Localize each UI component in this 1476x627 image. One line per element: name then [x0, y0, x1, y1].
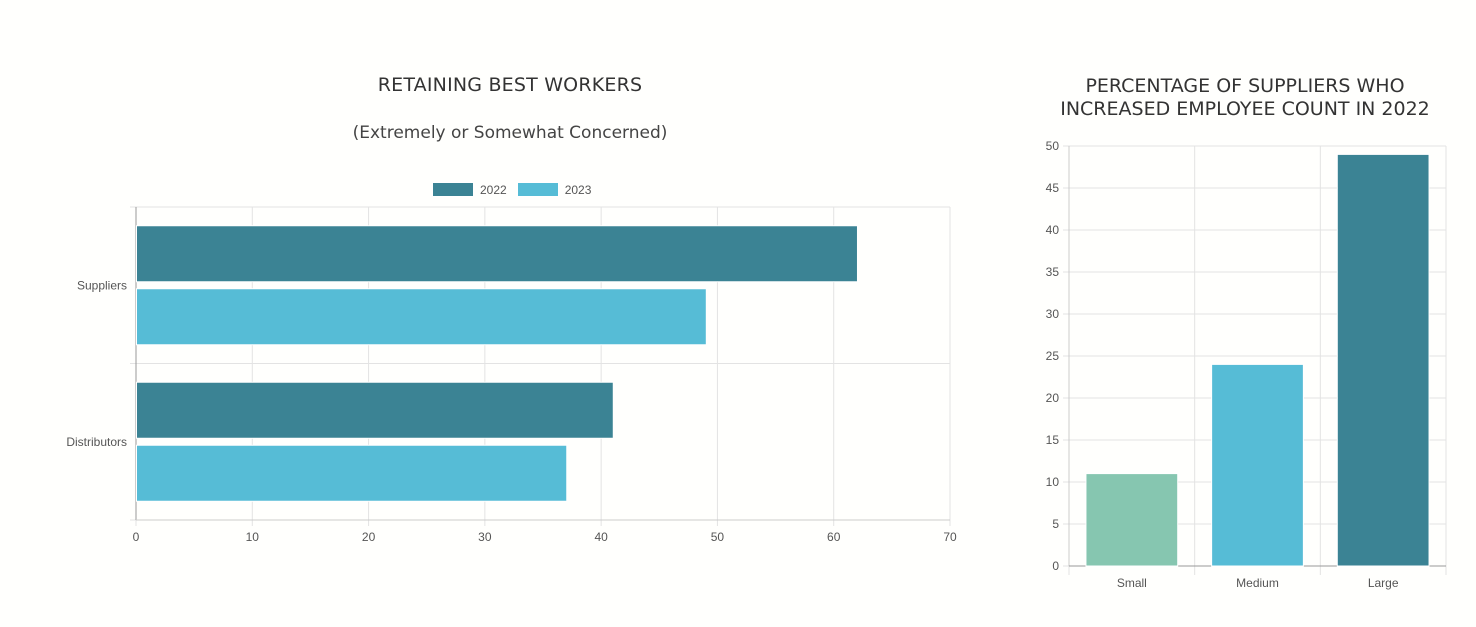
- category-label: Suppliers: [77, 278, 127, 292]
- bar-large: [1336, 153, 1430, 567]
- legend-label-2022: 2022: [480, 182, 507, 197]
- x-tick-label: 10: [246, 530, 260, 544]
- x-tick-label: 60: [827, 530, 841, 544]
- legend-item-2022[interactable]: 2022: [432, 182, 507, 197]
- bar-distributors-2023: [136, 444, 568, 502]
- chart1-subtitle: (Extremely or Somewhat Concerned): [352, 123, 668, 143]
- chart2-title-line-2: INCREASED EMPLOYEE COUNT IN 2022: [1060, 98, 1430, 120]
- x-tick-label: 50: [711, 530, 725, 544]
- x-tick-label: 70: [943, 530, 957, 544]
- y-tick-label: 10: [1046, 475, 1060, 489]
- x-tick-label: 40: [594, 530, 608, 544]
- y-tick-label: 45: [1046, 181, 1060, 195]
- y-tick-label: 50: [1046, 139, 1060, 153]
- legend-label-2023: 2023: [564, 182, 592, 197]
- bar-distributors-2022: [136, 381, 614, 439]
- chart2-title-line-1: PERCENTAGE OF SUPPLIERS WHO: [1085, 75, 1405, 97]
- legend-swatch-2023: [516, 182, 559, 197]
- y-tick-label: 35: [1046, 265, 1060, 279]
- bar-medium: [1211, 363, 1304, 567]
- y-tick-label: 40: [1046, 223, 1060, 237]
- x-tick-label: 30: [478, 530, 492, 544]
- horizontal-bar-chart: 0 10 20 30 40 50 60 70 Suppliers Distributors: [66, 206, 957, 544]
- y-tick-label: 20: [1046, 391, 1060, 405]
- y-tick-label: 30: [1046, 307, 1060, 321]
- category-label: Large: [1368, 576, 1399, 590]
- legend-swatch-2022: [432, 182, 474, 197]
- y-tick-label: 0: [1052, 559, 1059, 573]
- bar-suppliers-2023: [136, 288, 707, 346]
- category-label: Small: [1117, 576, 1147, 590]
- category-label: Distributors: [66, 435, 127, 449]
- chart1-title: RETAINING BEST WORKERS: [377, 74, 643, 96]
- y-tick-label: 5: [1052, 517, 1059, 531]
- category-label: Medium: [1236, 576, 1279, 590]
- x-tick-label: 0: [133, 530, 140, 544]
- x-tick-label: 20: [362, 530, 376, 544]
- chart1-legend[interactable]: 2022 2023: [432, 182, 601, 197]
- y-tick-label: 25: [1046, 349, 1060, 363]
- bar-suppliers-2022: [136, 225, 858, 283]
- legend-item-2023[interactable]: 2023: [516, 182, 592, 197]
- bar-small: [1085, 473, 1179, 567]
- y-tick-label: 15: [1046, 433, 1060, 447]
- chart2-title: PERCENTAGE OF SUPPLIERS WHO INCREASED EM…: [1030, 75, 1460, 121]
